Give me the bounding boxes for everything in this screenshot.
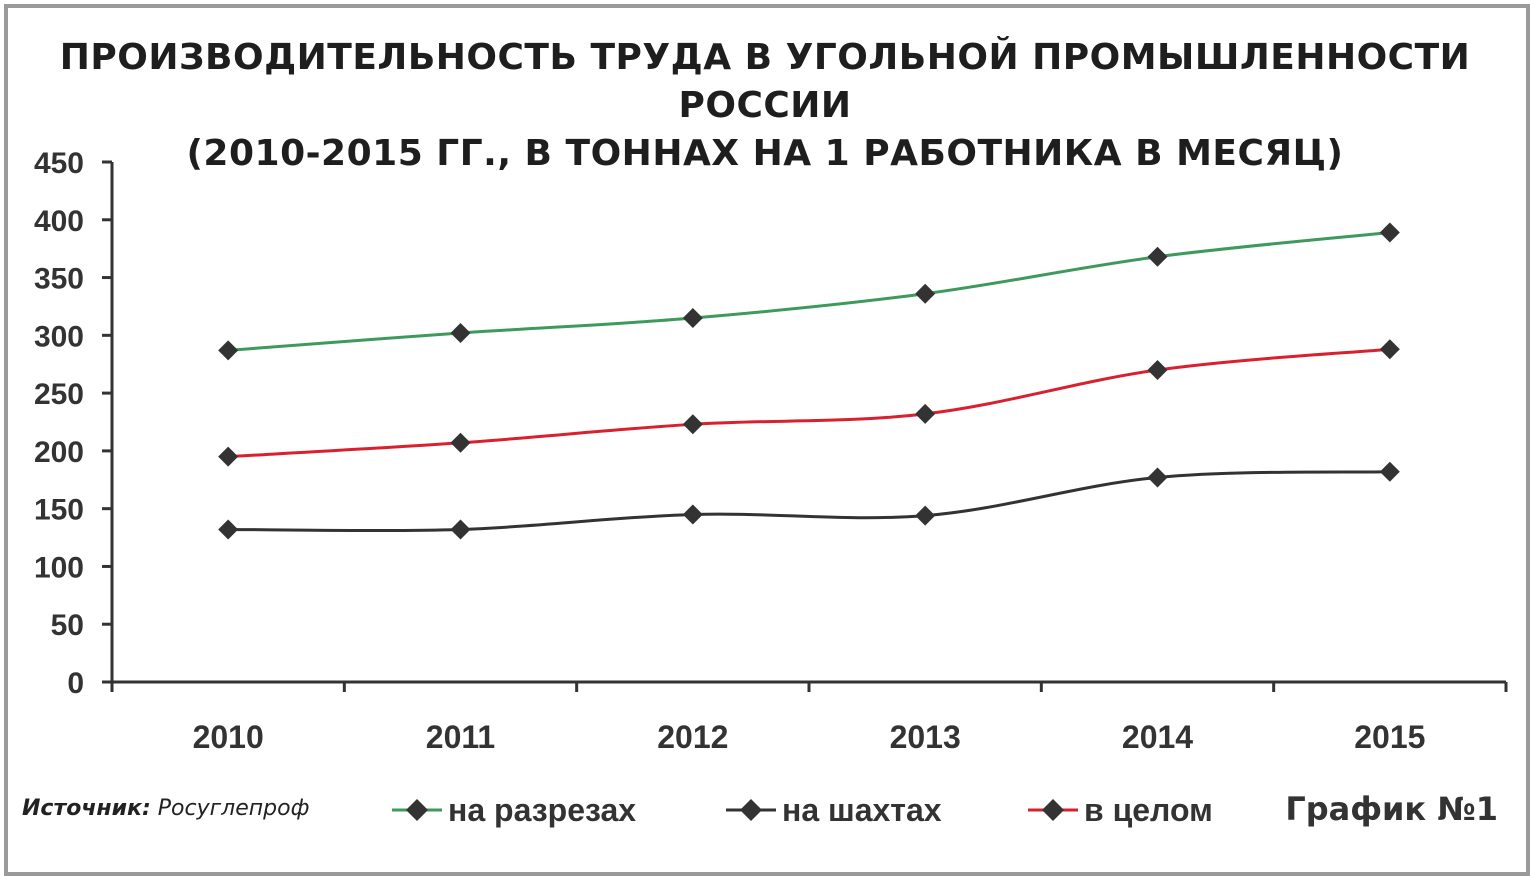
y-tick-label: 200 [34,436,84,469]
data-point-0 [450,323,471,344]
legend-item-shakhty: на шахтах [726,790,942,830]
legend-marker-razrezy [392,799,442,821]
data-point-0 [1379,222,1400,243]
legend-label-razrezy: на разрезах [448,791,637,828]
x-tick-label: 2012 [657,719,728,755]
chart-title-line2: (2010-2015 ГГ., В ТОННАХ НА 1 РАБОТНИКА … [186,133,1344,174]
data-point-0 [682,308,703,328]
data-point-2 [218,446,239,467]
legend-item-razrezy: на разрезах [392,790,636,830]
data-point-0 [915,283,936,304]
y-tick-label: 300 [34,320,84,353]
y-tick-label: 250 [34,378,84,411]
data-point-1 [450,519,471,540]
legend-label-shakhty: на шахтах [782,791,942,828]
data-point-1 [682,504,703,525]
x-tick-label: 2011 [426,719,495,755]
data-point-2 [915,403,936,424]
series-line-2 [228,347,1390,459]
chart-title-line1: ПРОИЗВОДИТЕЛЬНОСТЬ ТРУДА В УГОЛЬНОЙ ПРОМ… [59,37,1471,126]
x-tick-label: 2013 [890,719,961,755]
y-tick-label: 400 [34,205,84,238]
series-line-0 [228,230,1390,352]
x-tick-label: 2014 [1122,719,1193,755]
source-value: Росуглепроф [157,796,310,821]
graph-number: График №1 [1285,790,1498,828]
y-tick-label: 450 [34,147,84,180]
legend-marker-total [1028,799,1078,821]
data-point-1 [1379,461,1400,482]
data-point-0 [1147,246,1168,267]
data-point-2 [1147,360,1168,380]
y-tick-label: 50 [51,609,84,642]
legend-item-total: в целом [1028,790,1213,830]
data-point-1 [218,519,239,540]
data-point-2 [682,414,703,435]
x-tick-label: 2010 [193,719,264,755]
y-tick-label: 100 [34,551,84,584]
data-point-2 [1379,339,1400,360]
series-line-1 [228,470,1390,533]
source-note: Источник: Росуглепроф [22,796,309,846]
data-point-1 [1147,467,1168,488]
y-tick-label: 150 [34,494,84,527]
data-point-0 [218,340,239,361]
y-tick-label: 350 [34,263,84,296]
chart-frame [4,4,1530,876]
legend-marker-shakhty [726,799,776,821]
data-point-2 [450,432,471,453]
y-tick-label: 0 [67,667,84,700]
legend-label-total: в целом [1084,791,1213,828]
chart-title: ПРОИЗВОДИТЕЛЬНОСТЬ ТРУДА В УГОЛЬНОЙ ПРОМ… [0,34,1530,178]
data-point-1 [915,505,936,526]
x-tick-label: 2015 [1354,719,1425,755]
source-label: Источник: [22,796,151,821]
